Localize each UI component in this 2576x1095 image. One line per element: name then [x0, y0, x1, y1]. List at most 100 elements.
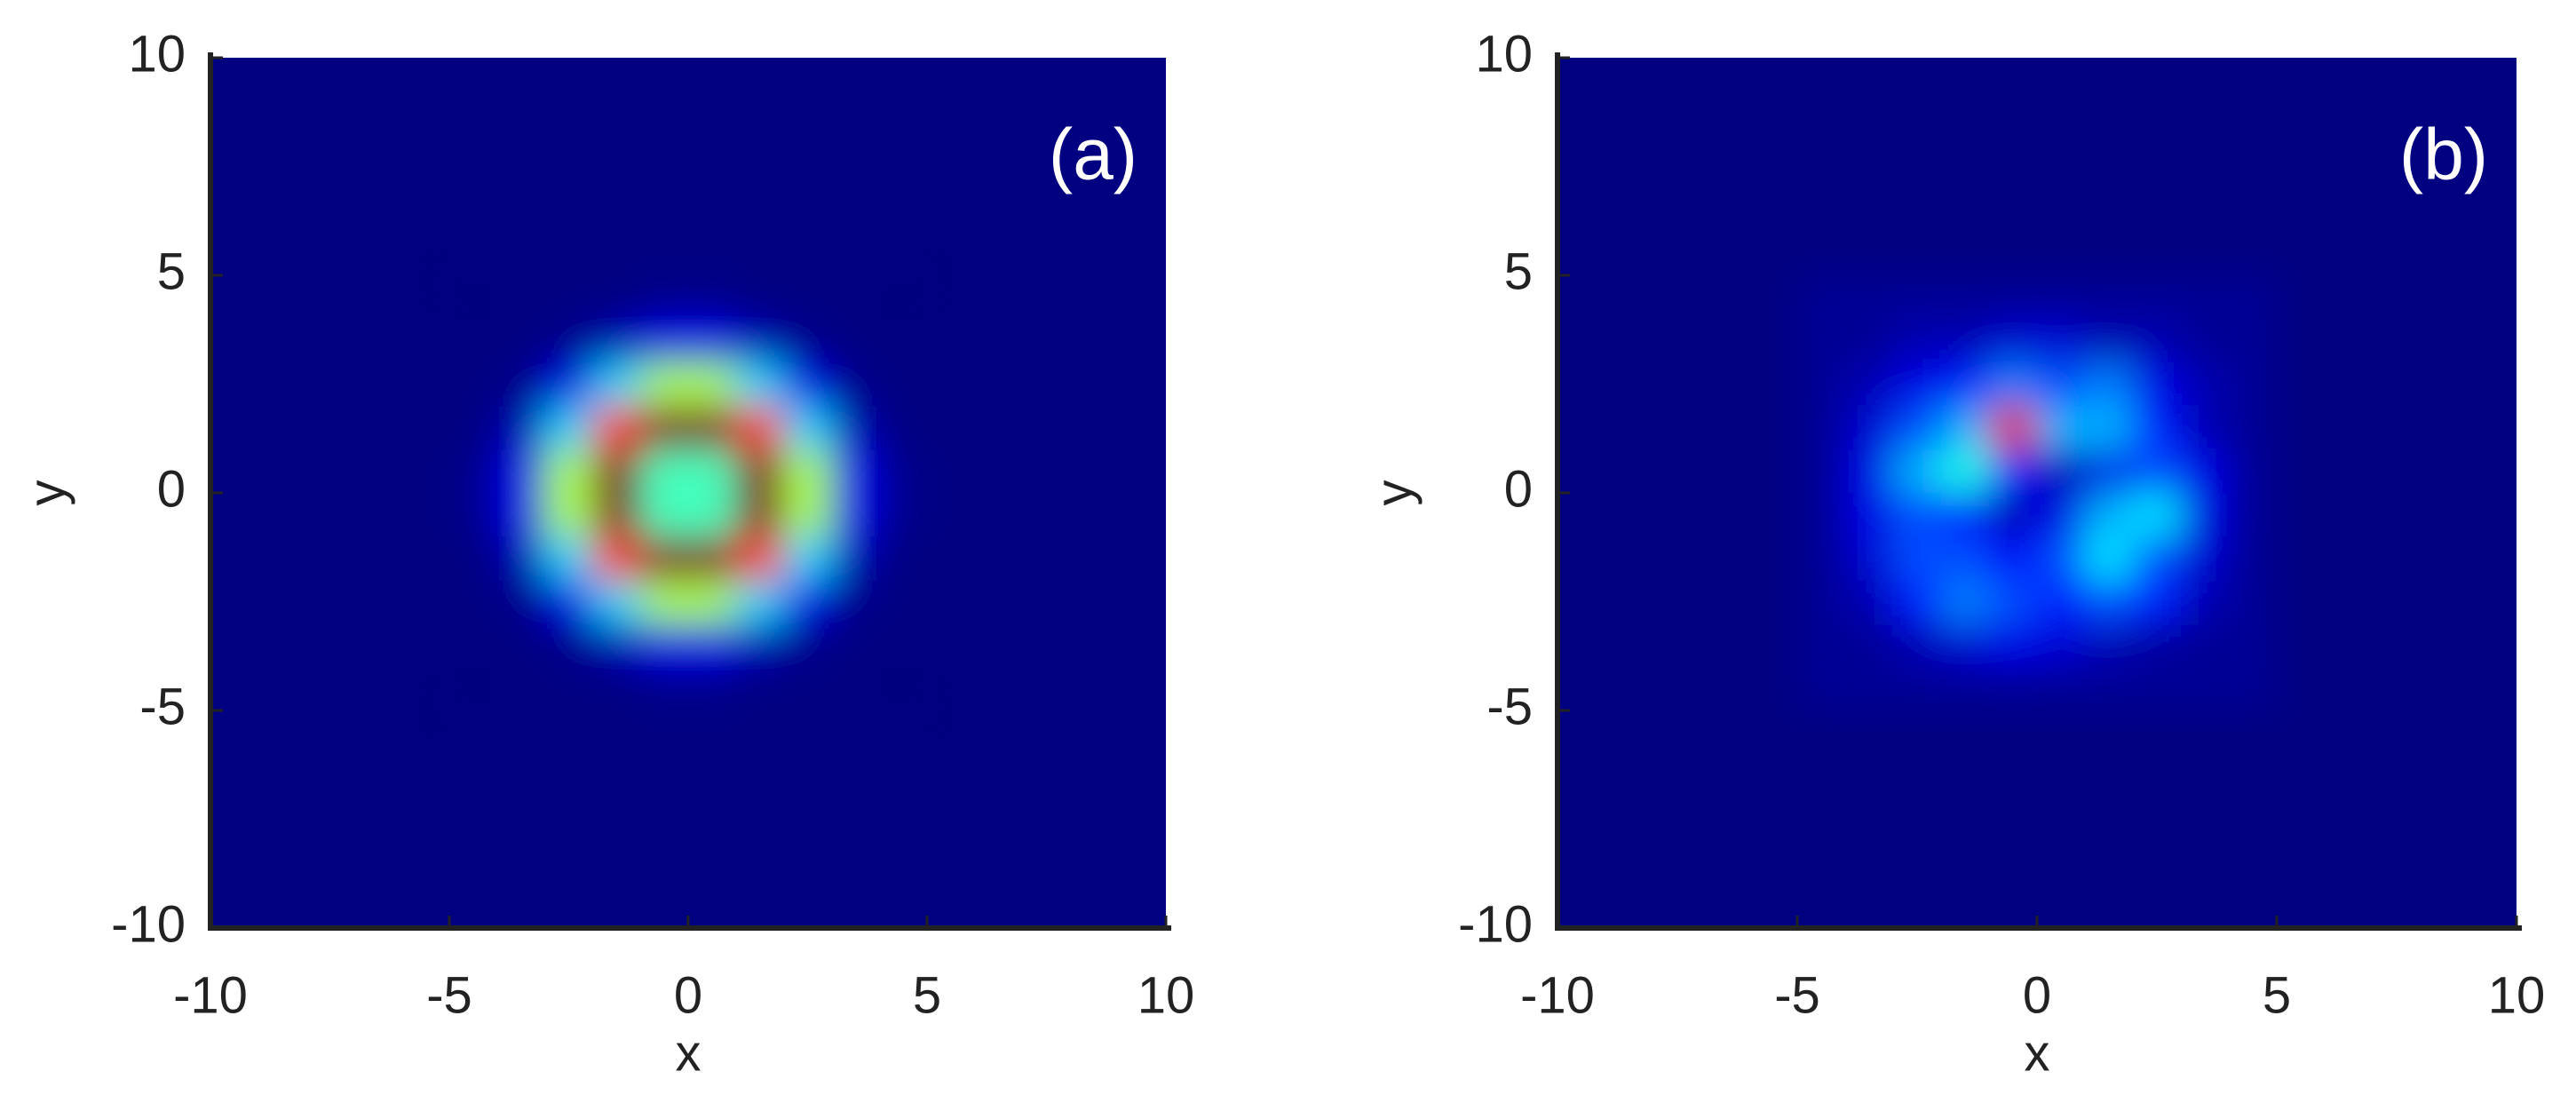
heatmap-cell [2036, 405, 2086, 450]
x-tick-label: 5 [913, 966, 941, 1024]
heatmap-cell [830, 536, 880, 581]
heatmap-cell [735, 536, 785, 581]
heatmap-cell [1844, 448, 1894, 494]
heatmap-cell [2228, 666, 2278, 711]
x-axis-label: x [676, 1024, 701, 1082]
heatmap-cell [1844, 361, 1894, 407]
x-tick-label: 0 [2023, 966, 2051, 1024]
heatmap-cell [2084, 361, 2134, 407]
heatmap-cell [1796, 274, 1846, 320]
heatmap-cell [1940, 361, 1990, 407]
heatmap-cell [687, 536, 737, 581]
heatmap-cell [1940, 274, 1990, 320]
y-tick-label: -10 [111, 895, 186, 953]
heatmap-cell [2084, 492, 2134, 537]
x-tick-label: 10 [2488, 966, 2546, 1024]
heatmap-cell [2036, 579, 2086, 624]
heatmap-cell [1988, 623, 2038, 668]
heatmap-cell [496, 361, 546, 407]
heatmap-cell [496, 536, 546, 581]
heatmap-cell [1940, 579, 1990, 624]
heatmap-cell [1988, 318, 2038, 363]
heatmap-cell [2180, 274, 2230, 320]
heatmap-cell [2132, 666, 2182, 711]
heatmap-cell [830, 666, 880, 711]
heatmap-cell [1796, 361, 1846, 407]
heatmap-cell [735, 405, 785, 450]
heatmap-cell [1988, 536, 2038, 581]
heatmap-cell [2180, 361, 2230, 407]
heatmap-cell [639, 623, 689, 668]
heatmap-cell [878, 405, 928, 450]
heatmap-cell [830, 361, 880, 407]
heatmap-cell [783, 492, 832, 537]
heatmap-cell [639, 448, 689, 494]
heatmap-cell [591, 579, 641, 624]
heatmap-cell [830, 448, 880, 494]
heatmap-cell [544, 318, 593, 363]
heatmap-cell [1844, 274, 1894, 320]
heatmap-cell [448, 492, 498, 537]
heatmap-cell [496, 274, 546, 320]
heatmap-cell [783, 666, 832, 711]
heatmap-cells [448, 274, 928, 711]
heatmap-cell [448, 318, 498, 363]
heatmap-cell [1844, 492, 1894, 537]
heatmap-cell [2228, 579, 2278, 624]
heatmap-cell [591, 448, 641, 494]
heatmap-cell [639, 666, 689, 711]
heatmap-cell [687, 666, 737, 711]
heatmap-cell [878, 666, 928, 711]
heatmap-cell [2084, 274, 2134, 320]
heatmap-cell [2036, 666, 2086, 711]
heatmap-cell [544, 666, 593, 711]
heatmap-cell [1988, 666, 2038, 711]
x-tick-label: 0 [674, 966, 702, 1024]
x-tick-label: 5 [2263, 966, 2291, 1024]
y-tick-label: -5 [1486, 678, 1533, 735]
heatmap-cell [591, 623, 641, 668]
heatmap-cell [878, 318, 928, 363]
heatmap-cell [1892, 274, 1942, 320]
heatmap-cell [2132, 623, 2182, 668]
heatmap-cell [448, 623, 498, 668]
heatmap-cell [1796, 448, 1846, 494]
heatmap-cell [735, 579, 785, 624]
heatmap-cell [687, 405, 737, 450]
heatmap-cell [1796, 579, 1846, 624]
heatmap-cell [2228, 536, 2278, 581]
heatmap-cell [2132, 536, 2182, 581]
heatmap-cell [2180, 623, 2230, 668]
heatmap-cell [496, 623, 546, 668]
heatmap-cell [2228, 405, 2278, 450]
heatmap-panel [1557, 58, 2517, 928]
heatmap-cell [591, 536, 641, 581]
heatmap-cell [830, 492, 880, 537]
heatmap-cell [1988, 448, 2038, 494]
heatmap-cell [448, 536, 498, 581]
heatmap-cell [1796, 318, 1846, 363]
heatmap-cell [591, 492, 641, 537]
heatmap-cell [830, 405, 880, 450]
heatmap-cell [878, 361, 928, 407]
heatmap-cell [448, 361, 498, 407]
heatmap-cell [1844, 579, 1894, 624]
heatmap-cell [1988, 579, 2038, 624]
heatmap-cell [544, 405, 593, 450]
heatmap-cell [496, 405, 546, 450]
heatmap-cell [544, 579, 593, 624]
heatmap-cell [687, 492, 737, 537]
panel-label: (b) [2399, 115, 2488, 195]
y-axis-label: y [18, 480, 75, 506]
heatmap-cell [735, 666, 785, 711]
heatmap-cell [687, 274, 737, 320]
heatmap-cell [878, 492, 928, 537]
heatmap-cell [1892, 318, 1942, 363]
heatmap-cell [1940, 536, 1990, 581]
y-tick-label: 10 [128, 25, 186, 83]
heatmap-cell [1796, 492, 1846, 537]
heatmap-cell [2228, 623, 2278, 668]
heatmap-cell [1940, 448, 1990, 494]
heatmap-cell [2228, 492, 2278, 537]
